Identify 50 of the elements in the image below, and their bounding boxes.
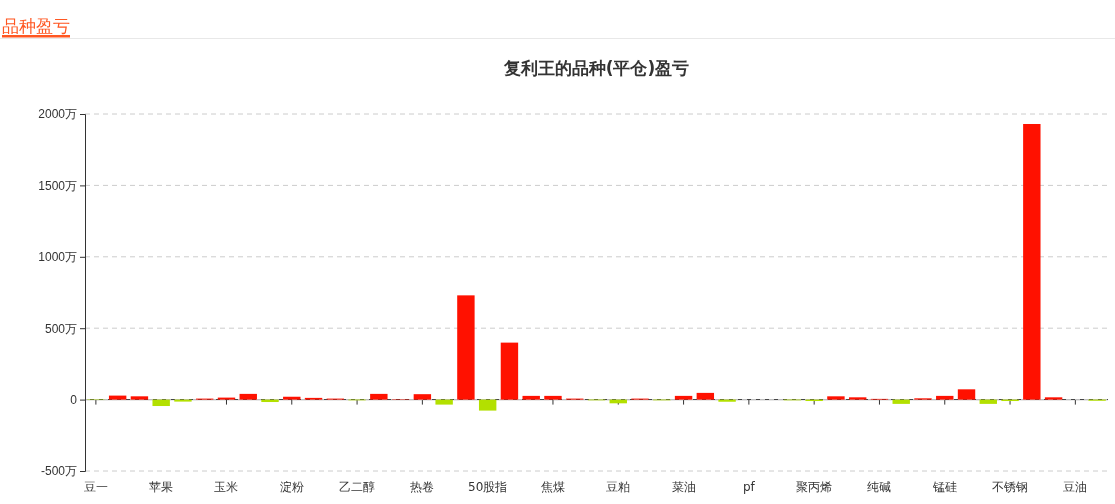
bar [130, 396, 149, 400]
bar [500, 342, 519, 400]
bar [217, 397, 236, 400]
y-tick-label: 0 [70, 392, 78, 407]
x-tick-label: 50股指 [468, 480, 508, 494]
bar [957, 389, 976, 400]
bar [457, 295, 475, 400]
bar [174, 399, 192, 402]
bar [718, 399, 736, 402]
bar [283, 396, 301, 400]
x-tick-label: 纯碱 [867, 480, 892, 494]
x-tick-label: 淀粉 [279, 480, 304, 494]
bar [827, 396, 845, 400]
bar [1023, 124, 1041, 400]
y-tick-label: 1000万 [38, 250, 77, 265]
bar [435, 399, 453, 405]
x-tick-label: 苹果 [149, 480, 174, 494]
bar [848, 397, 867, 400]
x-tick-label: pf [742, 480, 756, 494]
x-tick-label: 乙二醇 [339, 480, 376, 494]
bar [239, 393, 257, 400]
y-tick-label: 2000万 [38, 107, 77, 122]
bar [696, 392, 715, 400]
bar [478, 399, 497, 411]
bar [522, 395, 540, 400]
x-tick-label: 菜油 [671, 480, 696, 494]
x-tick-label: 焦煤 [540, 480, 565, 494]
bar [936, 395, 954, 400]
bar [979, 399, 997, 404]
bar [544, 395, 562, 400]
bar [1044, 397, 1063, 400]
x-tick-label: 热卷 [410, 480, 435, 494]
x-tick-label: 豆一 [83, 480, 108, 494]
x-tick-label: 豆粕 [606, 480, 631, 494]
y-tick-label: 500万 [44, 321, 77, 336]
x-tick-label: 聚丙烯 [796, 480, 833, 494]
chart-title: 复利王的品种(平仓)盈亏 [502, 58, 690, 78]
x-tick-label: 不锈钢 [992, 480, 1029, 494]
bar [108, 395, 127, 400]
bar [152, 399, 170, 407]
bar [674, 395, 693, 400]
bar [370, 393, 388, 400]
y-tick-label: -500万 [40, 464, 77, 479]
text: 品种盈亏 [2, 16, 70, 36]
x-tick-label: 锰硅 [931, 480, 957, 494]
x-tick-label: 玉米 [214, 480, 239, 494]
bar [892, 399, 910, 404]
bar [413, 394, 432, 400]
x-tick-label: 豆油 [1063, 480, 1088, 494]
y-tick-label: 1500万 [38, 178, 77, 193]
